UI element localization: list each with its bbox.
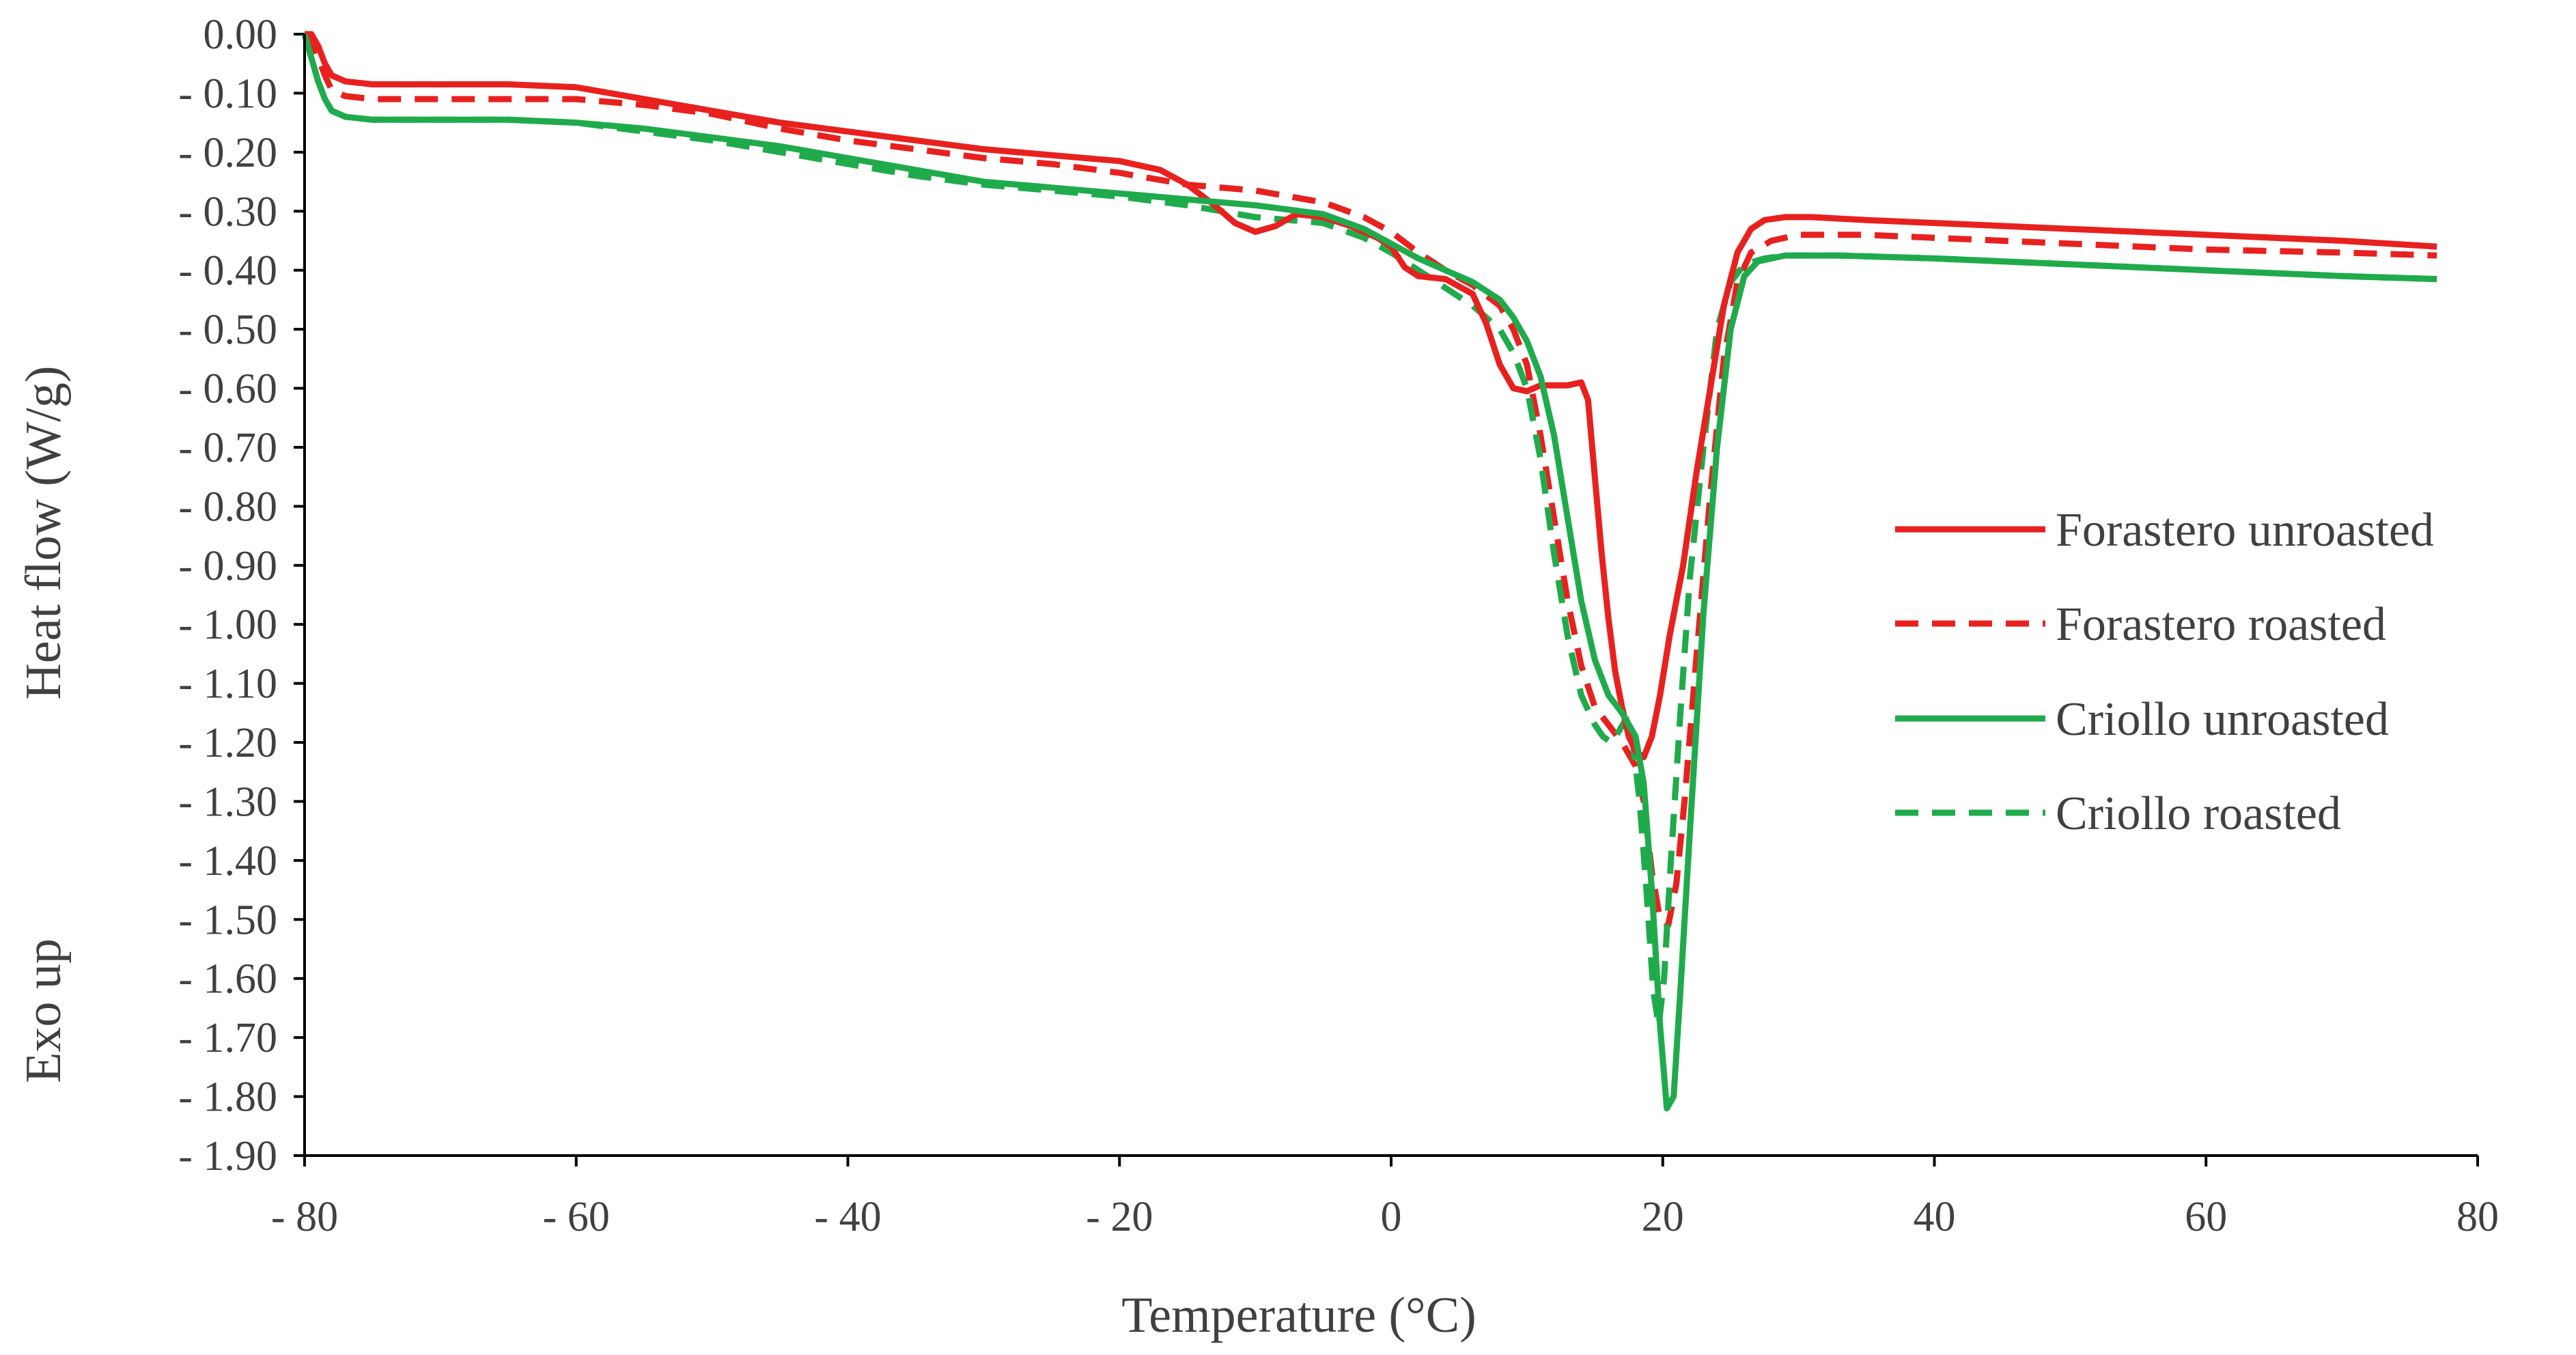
y-tick-label: - 1.70 [178,1015,277,1061]
y-tick-label: - 0.60 [178,366,277,413]
y-tick-label: - 0.70 [178,425,277,471]
y-tick-label: - 1.50 [178,897,277,943]
legend-label: Criollo roasted [2056,787,2341,840]
y-tick-label: - 0.10 [178,70,277,117]
y-tick-label: - 0.30 [178,188,277,235]
series-line-criollo-unroasted [301,33,2437,1112]
series-line-forastero-unroasted [305,31,2437,761]
legend-label: Forastero unroasted [2056,504,2434,557]
series-line-forastero-roasted [303,31,2437,929]
y-tick-label: - 1.20 [178,720,277,766]
y-tick-label: - 1.30 [178,779,277,825]
y-tick-label: - 1.90 [178,1133,277,1179]
y-axis-ticks: 0.00 - 0.10 - 0.20 - 0.30 - 0.40 - 0.50 - 0.60… [178,12,305,1179]
y-tick-label: - 1.00 [178,602,277,648]
series-layer [301,31,2437,1112]
x-axis-ticks: - 80 - 60 - 40 - 20 0 20 40 60 80 [271,1156,2499,1240]
x-tick-label: - 80 [271,1194,338,1240]
y-tick-label: - 1.40 [178,838,277,884]
legend-label: Forastero roasted [2056,598,2386,651]
y-tick-label: - 0.80 [178,484,277,530]
y-axis-title: Heat flow (W/g) [16,365,72,699]
legend: Forastero unroasted Forastero roasted Crio… [1895,504,2434,840]
x-tick-label: 20 [1642,1194,1684,1240]
y-tick-label: - 1.10 [178,661,277,708]
x-axis-title: Temperature (°C) [1121,1287,1476,1343]
x-tick-label: - 40 [814,1194,881,1240]
y-tick-label: - 0.50 [178,307,277,353]
y-tick-label: - 1.60 [178,956,277,1003]
x-tick-label: - 20 [1086,1194,1153,1240]
y-tick-label: - 0.20 [178,130,277,176]
y-tick-label: 0.00 [204,12,278,58]
x-tick-label: - 60 [543,1194,610,1240]
x-tick-label: 80 [2456,1194,2499,1240]
exo-up-annotation: Exo up [16,938,72,1083]
y-tick-label: - 1.80 [178,1074,277,1121]
y-tick-label: - 0.90 [178,543,277,589]
x-tick-label: 60 [2185,1194,2227,1240]
legend-label: Criollo unroasted [2056,693,2389,746]
x-tick-label: 0 [1381,1194,1402,1240]
y-tick-label: - 0.40 [178,248,277,294]
x-tick-label: 40 [1914,1194,1956,1240]
